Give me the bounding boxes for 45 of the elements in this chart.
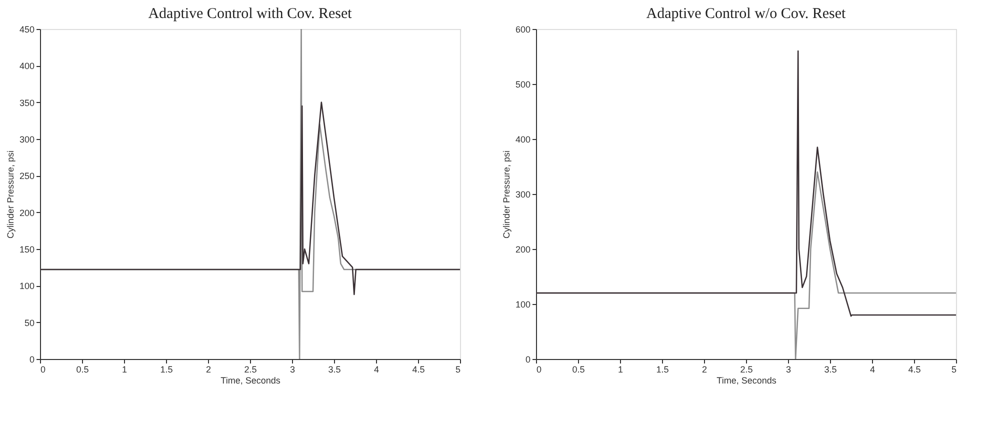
x-tick-label: 3 (786, 364, 792, 374)
x-axis-title: Time, Seconds (716, 376, 777, 386)
y-tick-label: 250 (19, 171, 34, 182)
y-tick-label: 100 (19, 281, 34, 292)
y-tick-label: 150 (19, 244, 34, 254)
x-tick-label: 3.5 (824, 364, 837, 374)
x-tick-label: 2.5 (740, 364, 753, 374)
chart-title: Adaptive Control with Cov. Reset (148, 6, 353, 22)
x-tick-label: 5 (951, 364, 956, 374)
y-tick-label: 100 (515, 300, 530, 310)
x-tick-label: 2.5 (244, 364, 257, 374)
x-axis-title: Time, Seconds (220, 376, 281, 386)
x-tick-label: 0.5 (76, 364, 89, 374)
x-tick-label: 4.5 (908, 364, 921, 374)
x-tick-label: 3 (290, 364, 296, 374)
x-tick-label: 1 (122, 364, 128, 374)
y-axis-title: Cylinder Pressure, psi (501, 150, 512, 239)
y-tick-label: 300 (19, 134, 34, 144)
x-tick-label: 4 (870, 364, 876, 374)
x-tick-label: 1.5 (160, 364, 173, 374)
x-tick-label: 4.5 (412, 364, 425, 374)
y-tick-label: 0 (525, 354, 530, 364)
x-tick-label: 5 (455, 364, 460, 374)
x-tick-label: 1.5 (656, 364, 669, 374)
x-tick-label: 2 (702, 364, 708, 374)
y-tick-label: 0 (29, 354, 34, 364)
x-tick-label: 3.5 (328, 364, 341, 374)
x-tick-label: 0.5 (572, 364, 585, 374)
y-tick-label: 300 (515, 190, 530, 200)
y-tick-label: 450 (19, 24, 34, 34)
y-tick-label: 500 (515, 80, 530, 90)
y-tick-label: 350 (19, 98, 34, 108)
y-tick-label: 200 (19, 208, 34, 218)
x-tick-label: 0 (536, 364, 542, 374)
chart-title: Adaptive Control w/o Cov. Reset (646, 6, 847, 22)
y-tick-label: 400 (19, 61, 34, 72)
x-tick-label: 4 (374, 364, 380, 374)
x-tick-label: 2 (206, 364, 212, 374)
y-tick-label: 600 (515, 24, 530, 34)
y-axis-title: Cylinder Pressure, psi (5, 150, 16, 239)
x-tick-label: 1 (618, 364, 624, 374)
y-tick-label: 50 (24, 318, 34, 328)
y-tick-label: 400 (515, 134, 530, 144)
y-tick-label: 200 (515, 244, 530, 254)
x-tick-label: 0 (40, 364, 46, 374)
